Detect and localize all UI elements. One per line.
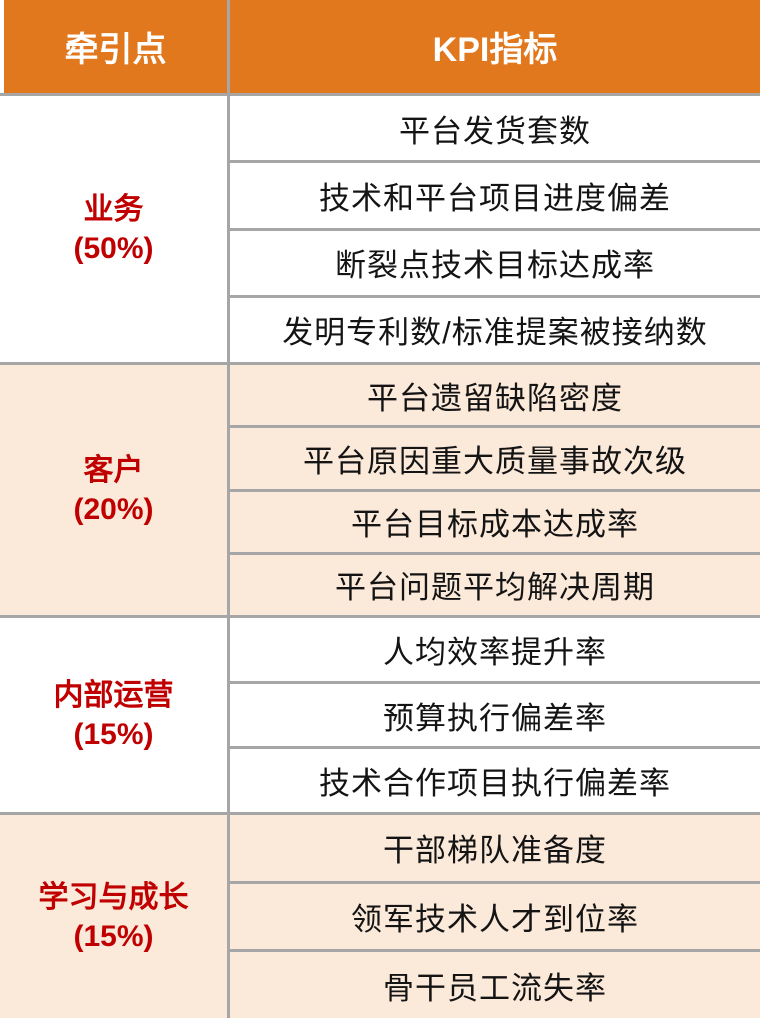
kpi-cell: 平台发货套数	[230, 96, 760, 164]
kpi-cell: 平台目标成本达成率	[230, 492, 760, 555]
group-weight: (20%)	[73, 493, 154, 526]
kpi-cell: 断裂点技术目标达成率	[230, 231, 760, 298]
group-row-business: 业务 (50%) 平台发货套数 技术和平台项目进度偏差 断裂点技术目标达成率 发…	[0, 96, 760, 365]
kpi-cell: 技术和平台项目进度偏差	[230, 163, 760, 231]
group-row-internal-operations: 内部运营 (15%) 人均效率提升率 预算执行偏差率 技术合作项目执行偏差率	[0, 618, 760, 815]
group-label: 学习与成长	[38, 880, 189, 914]
group-label: 客户	[83, 454, 144, 487]
header-cell-traction-point: 牵引点	[0, 0, 230, 93]
group-cell-internal-operations: 内部运营 (15%)	[0, 618, 230, 812]
kpi-cell: 平台遗留缺陷密度	[230, 365, 760, 429]
group-cell-business: 业务 (50%)	[0, 96, 230, 362]
group-row-customer: 客户 (20%) 平台遗留缺陷密度 平台原因重大质量事故次级 平台目标成本达成率…	[0, 365, 760, 618]
kpi-cell: 发明专利数/标准提案被接纳数	[282, 315, 708, 351]
kpi-list-internal-operations: 人均效率提升率 预算执行偏差率 技术合作项目执行偏差率	[230, 618, 760, 812]
kpi-list-customer: 平台遗留缺陷密度 平台原因重大质量事故次级 平台目标成本达成率 平台问题平均解决…	[230, 365, 760, 615]
header-cell-kpi-indicator: KPI指标	[432, 31, 558, 69]
kpi-cell: 平台原因重大质量事故次级	[230, 428, 760, 492]
kpi-cell: 预算执行偏差率	[230, 684, 760, 750]
table-header-row: 牵引点 KPI指标	[0, 0, 760, 96]
group-row-learning-growth: 学习与成长 (15%) 干部梯队准备度 领军技术人才到位率 骨干员工流失率	[0, 815, 760, 1018]
group-weight: (50%)	[73, 232, 154, 265]
kpi-cell: 技术合作项目执行偏差率	[319, 766, 671, 802]
kpi-cell: 领军技术人才到位率	[230, 884, 760, 953]
group-weight: (15%)	[73, 718, 154, 751]
kpi-cell: 人均效率提升率	[230, 618, 760, 684]
kpi-cell: 骨干员工流失率	[383, 970, 607, 1006]
group-weight: (15%)	[73, 919, 154, 953]
kpi-cell: 平台问题平均解决周期	[335, 570, 655, 606]
kpi-list-learning-growth: 干部梯队准备度 领军技术人才到位率 骨干员工流失率	[230, 815, 760, 1018]
group-label: 内部运营	[53, 679, 174, 712]
group-cell-learning-growth: 学习与成长 (15%)	[0, 815, 230, 1018]
kpi-list-business: 平台发货套数 技术和平台项目进度偏差 断裂点技术目标达成率 发明专利数/标准提案…	[230, 96, 760, 362]
group-cell-customer: 客户 (20%)	[0, 365, 230, 615]
kpi-cell: 干部梯队准备度	[230, 815, 760, 884]
group-label: 业务	[83, 193, 144, 226]
